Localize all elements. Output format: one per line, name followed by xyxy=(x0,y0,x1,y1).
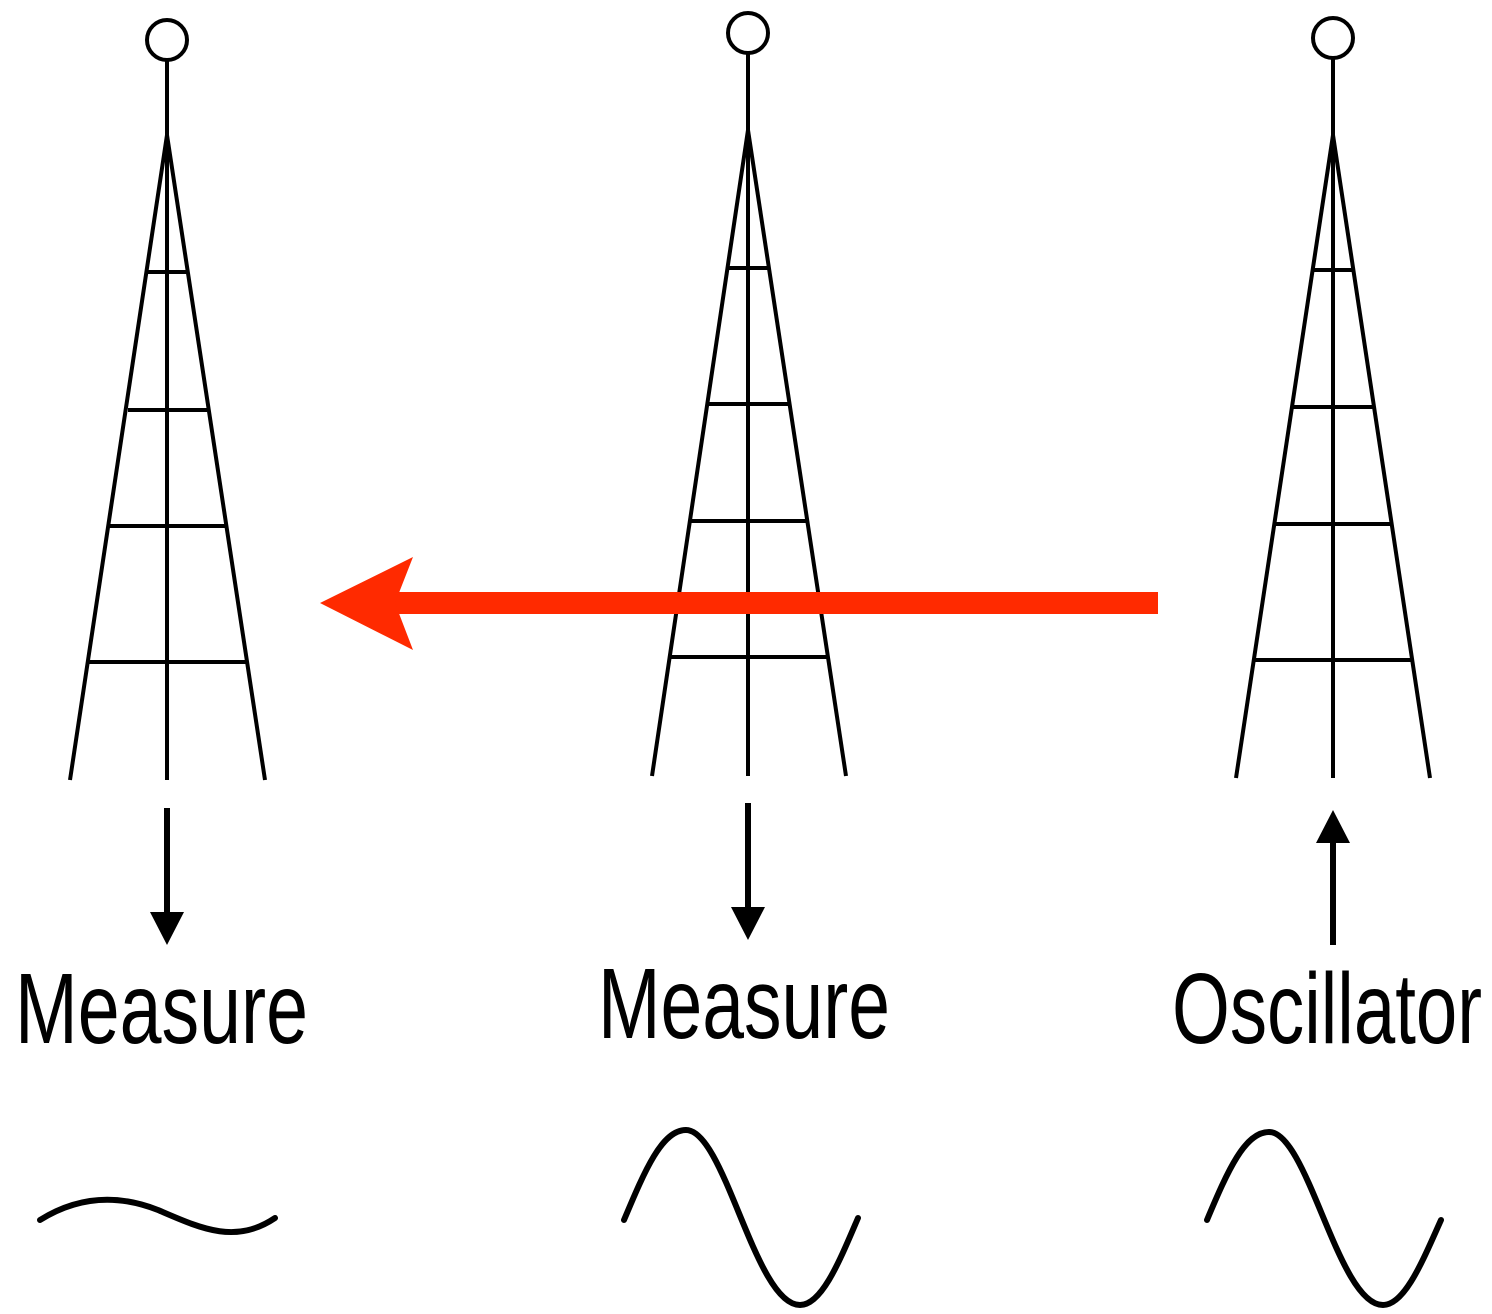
signal-arrow xyxy=(320,557,1158,650)
tower xyxy=(652,13,846,776)
sine-wave xyxy=(1207,1132,1441,1305)
node-label: Measure xyxy=(598,948,890,1060)
arrow-up xyxy=(1316,810,1350,945)
node-label: Oscillator xyxy=(1172,953,1482,1065)
sine-wave xyxy=(624,1130,858,1305)
weak-wave xyxy=(40,1200,275,1232)
tower xyxy=(1236,18,1430,778)
arrow-down xyxy=(731,803,765,940)
node-label: Measure xyxy=(15,953,308,1065)
arrow-down xyxy=(150,808,184,945)
tower xyxy=(70,20,265,780)
diagram: Measure Measure Oscillator xyxy=(0,0,1492,1314)
